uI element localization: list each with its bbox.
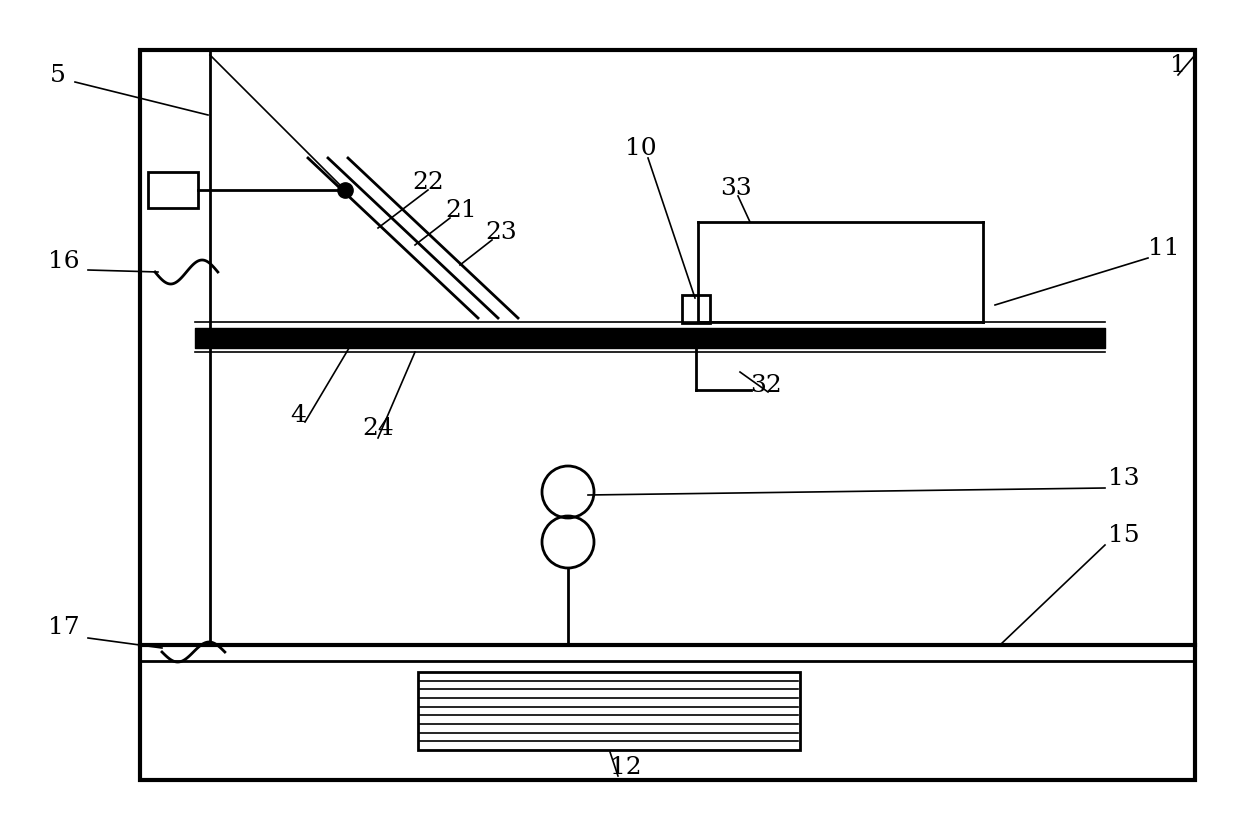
Text: 23: 23 [485, 221, 517, 244]
Text: 15: 15 [1109, 523, 1140, 546]
Text: 21: 21 [445, 198, 476, 221]
Text: 10: 10 [625, 137, 657, 160]
Text: 22: 22 [412, 170, 444, 193]
Bar [148, 172, 198, 208]
Text: 5: 5 [50, 63, 66, 86]
Bar [418, 672, 800, 750]
Text: 13: 13 [1109, 467, 1140, 490]
Text: 12: 12 [610, 756, 641, 779]
Text: 33: 33 [720, 176, 751, 199]
Text: 4: 4 [290, 403, 306, 426]
Bar [140, 50, 1195, 780]
Bar [682, 295, 711, 323]
Text: 16: 16 [48, 250, 79, 273]
Text: 1: 1 [1171, 53, 1185, 77]
Text: 17: 17 [48, 616, 79, 639]
Text: 11: 11 [1148, 236, 1179, 259]
Text: 32: 32 [750, 374, 781, 397]
Text: 24: 24 [362, 416, 394, 439]
